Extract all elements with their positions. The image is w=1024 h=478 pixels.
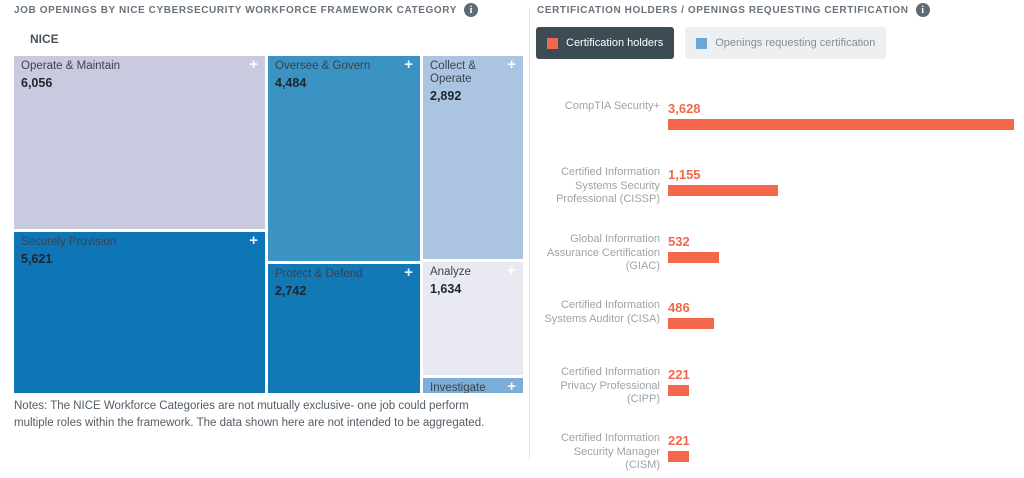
certifications-panel-header: CERTIFICATION HOLDERS / OPENINGS REQUEST…: [537, 3, 930, 17]
expand-icon[interactable]: +: [249, 56, 258, 73]
certification-label: Certified Information Systems Auditor (C…: [544, 299, 660, 325]
treemap-tile-value: 2,742: [275, 284, 307, 298]
treemap-tile-label: Operate & Maintain: [21, 60, 121, 72]
legend-label: Openings requesting certification: [715, 37, 876, 49]
certification-label: Certified Information Security Manager (…: [560, 432, 660, 471]
certification-bar[interactable]: [668, 185, 778, 196]
treemap-tile-label: Oversee & Govern: [275, 60, 371, 72]
treemap-tile-investigate[interactable]: Investigate +: [423, 378, 523, 393]
info-icon[interactable]: i: [464, 3, 479, 17]
treemap: Operate & Maintain 6,056 + Securely Provisi…: [14, 56, 523, 393]
treemap-tile-label: Analyze: [430, 266, 471, 278]
certification-bar[interactable]: [668, 385, 689, 396]
certification-label: CompTIA Security+: [564, 100, 660, 112]
expand-icon[interactable]: +: [507, 262, 516, 279]
certification-value: 221: [668, 367, 690, 382]
treemap-notes: Notes: The NICE Workforce Categories are…: [14, 400, 485, 429]
legend-label: Certification holders: [566, 37, 664, 49]
legend-button-certification-holders[interactable]: Certification holders: [536, 27, 675, 59]
treemap-tile-label: Protect & Defend: [275, 268, 363, 280]
info-icon[interactable]: i: [915, 3, 930, 17]
treemap-group-label: NICE: [30, 32, 59, 46]
certifications-panel-title: CERTIFICATION HOLDERS / OPENINGS REQUEST…: [537, 4, 909, 16]
treemap-tile-securely-provision[interactable]: Securely Provision 5,621 +: [14, 232, 265, 393]
treemap-tile-label: Securely Provision: [21, 236, 117, 248]
treemap-tile-value: 4,484: [275, 76, 307, 90]
treemap-tile-label: Investigate: [430, 382, 486, 393]
treemap-tile-value: 6,056: [21, 76, 53, 90]
expand-icon[interactable]: +: [507, 378, 516, 393]
treemap-tile-value: 1,634: [430, 282, 462, 296]
certification-value: 1,155: [668, 167, 701, 182]
treemap-tile-value: 2,892: [430, 89, 462, 103]
treemap-tile-value: 5,621: [21, 252, 53, 266]
certification-bar[interactable]: [668, 318, 714, 329]
certification-value: 486: [668, 300, 690, 315]
treemap-panel-title: JOB OPENINGS BY NICE CYBERSECURITY WORKF…: [14, 4, 458, 16]
panel-divider: [529, 8, 530, 460]
legend: Certification holders Openings requestin…: [536, 27, 887, 59]
certification-value: 532: [668, 234, 690, 249]
certification-label: Global Information Assurance Certificati…: [546, 233, 660, 272]
certification-bar-chart: CompTIA Security+ 3,628 Certified Informat…: [530, 0, 1024, 478]
certification-bar[interactable]: [668, 252, 719, 263]
certification-bar[interactable]: [668, 451, 689, 462]
treemap-tile-oversee-govern[interactable]: Oversee & Govern 4,484 +: [268, 56, 420, 261]
expand-icon[interactable]: +: [249, 232, 258, 249]
blue-swatch-icon: [696, 37, 708, 49]
orange-swatch-icon: [547, 37, 558, 49]
treemap-tile-protect-defend[interactable]: Protect & Defend 2,742 +: [268, 264, 420, 393]
legend-button-openings-requesting-certification[interactable]: Openings requesting certification: [685, 27, 887, 59]
expand-icon[interactable]: +: [404, 56, 413, 73]
certification-bar[interactable]: [668, 119, 1014, 130]
expand-icon[interactable]: +: [507, 56, 516, 73]
certifications-panel: CERTIFICATION HOLDERS / OPENINGS REQUEST…: [530, 0, 1024, 478]
certification-value: 3,628: [668, 101, 701, 116]
expand-icon[interactable]: +: [404, 264, 413, 281]
treemap-panel-header: JOB OPENINGS BY NICE CYBERSECURITY WORKF…: [14, 3, 479, 17]
certification-label: Certified Information Privacy Profession…: [560, 366, 660, 405]
treemap-tile-label: Collect & Operate: [430, 60, 477, 85]
treemap-tile-analyze[interactable]: Analyze 1,634 +: [423, 262, 523, 375]
certification-value: 221: [668, 433, 690, 448]
certification-label: Certified Information Systems Security P…: [556, 166, 660, 205]
treemap-tile-collect-operate[interactable]: Collect & Operate 2,892 +: [423, 56, 523, 259]
treemap-tile-operate-maintain[interactable]: Operate & Maintain 6,056 +: [14, 56, 265, 229]
